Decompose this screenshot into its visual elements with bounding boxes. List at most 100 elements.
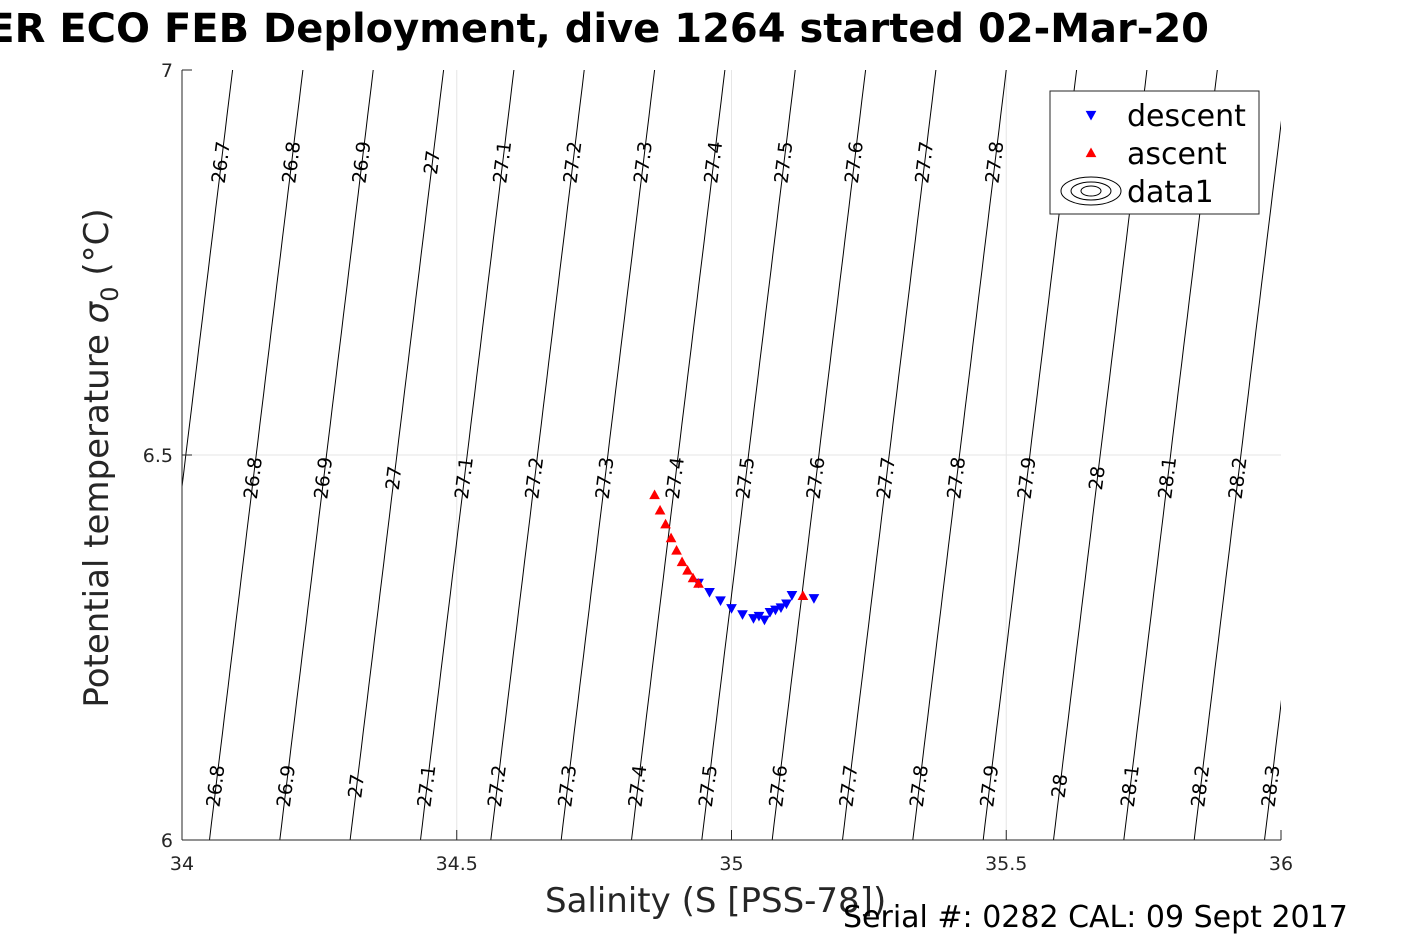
descent-point	[775, 603, 787, 613]
serial-cal-footer: Serial #: 0282 CAL: 09 Sept 2017	[843, 900, 1348, 935]
y-tick-label: 7	[161, 60, 173, 82]
contour-line	[701, 70, 796, 840]
ascent-point	[687, 572, 699, 583]
x-tick-label: 36	[1269, 853, 1293, 875]
descent-series	[693, 578, 820, 626]
chart-title: TER ECO FEB Deployment, dive 1264 starte…	[0, 6, 1210, 52]
contour-label-group: 26.8 26.9 27 27.1 27.2 27.3 27.4 27.5 27.6 27.7 27…	[203, 140, 1285, 808]
ascent-point	[671, 544, 682, 555]
legend-box	[1049, 90, 1260, 215]
y-axis-label-unit: (°C)	[77, 208, 117, 286]
descent-point	[748, 614, 759, 624]
contour-line	[349, 70, 445, 840]
contour-label: 27.7	[836, 764, 863, 809]
contour-label: 27.5	[732, 456, 759, 501]
contour-label: 26.7	[208, 140, 235, 185]
contour-label: 28	[1048, 773, 1073, 800]
contour-line	[631, 70, 726, 840]
contour-line	[490, 70, 585, 840]
contour-label: 27.9	[1014, 456, 1041, 501]
legend-label-descent: descent	[1127, 99, 1246, 134]
contour-label: 27.3	[630, 140, 657, 185]
contour-label: 27.6	[803, 456, 830, 501]
contour-label: 26.9	[349, 140, 376, 185]
contour-line	[279, 70, 374, 840]
contour-label: 27.3	[554, 764, 581, 809]
contour-line	[420, 70, 515, 840]
x-axis-label: Salinity (S [PSS-78])	[545, 881, 887, 921]
contour-label: 28	[1085, 465, 1110, 492]
descent-point	[781, 599, 792, 610]
ascent-point	[682, 564, 693, 575]
contour-label: 28.3	[1258, 764, 1285, 809]
contour-label: 27.8	[982, 140, 1009, 185]
contour-label: 27.1	[489, 140, 516, 185]
legend-marker-ascent	[1085, 147, 1097, 158]
y-axis-label-text: Potential temperature	[77, 323, 117, 707]
descent-point	[737, 610, 748, 620]
ascent-point	[693, 578, 704, 588]
contour-label: 27.7	[911, 140, 938, 185]
descent-point	[704, 587, 715, 598]
descent-point	[786, 591, 798, 601]
descent-point	[764, 607, 776, 618]
contour-line	[1193, 120, 1281, 840]
y-axis-label-symbol: σ	[77, 300, 117, 323]
contour-line	[771, 70, 867, 840]
contour-label: 27.6	[841, 140, 868, 185]
contour-label: 27.8	[906, 764, 933, 809]
ascent-series	[649, 489, 809, 601]
y-tick-label: 6	[161, 830, 173, 852]
contour-label: 27.1	[451, 456, 478, 501]
contour-line	[912, 70, 1007, 840]
ascent-point	[797, 590, 809, 601]
y-axis-label: Potential temperature σ0 (°C)	[77, 208, 124, 707]
legend-contour-icon	[1070, 181, 1112, 201]
contour-label: 28.1	[1117, 764, 1144, 809]
contour-label: 26.8	[278, 140, 305, 185]
contour-label: 26.9	[273, 764, 300, 809]
contour-label: 27.7	[873, 456, 900, 501]
contour-line	[1264, 699, 1281, 840]
contour-label: 28.2	[1187, 764, 1214, 809]
contour-label: 27.4	[700, 140, 727, 185]
descent-point	[726, 604, 737, 614]
contour-line	[842, 70, 937, 840]
contour-label: 27.2	[521, 456, 548, 501]
legend-label-ascent: ascent	[1127, 137, 1227, 172]
ascent-point	[654, 504, 666, 515]
x-tick-label: 35	[719, 853, 743, 875]
contour-label: 27.5	[771, 140, 798, 185]
contour-label: 28.2	[1225, 456, 1252, 501]
legend-marker-descent	[1085, 110, 1097, 121]
contour-label: 26.8	[240, 456, 267, 501]
ascent-point	[676, 556, 688, 567]
descent-point	[715, 596, 726, 607]
contour-line	[560, 70, 656, 840]
descent-point	[770, 605, 781, 616]
y-axis-label-subscript: 0	[96, 286, 124, 301]
contour-label: 27.4	[625, 764, 652, 809]
ascent-point	[665, 532, 677, 543]
legend-label-data1: data1	[1127, 175, 1214, 210]
contour-label: 27.1	[414, 764, 441, 809]
contour-label: 26.8	[203, 764, 230, 809]
contour-label: 27	[382, 465, 407, 492]
contour-label: 26.9	[310, 456, 337, 501]
contour-label: 27.3	[592, 456, 619, 501]
contour-group	[182, 70, 1281, 840]
legend-contour-icon	[1060, 176, 1122, 206]
contour-label: 27.6	[765, 764, 792, 809]
contour-label: 27	[344, 773, 369, 800]
ascent-point	[649, 489, 660, 500]
descent-point	[759, 615, 770, 626]
descent-point	[808, 594, 820, 604]
y-tick-label: 6.5	[143, 445, 173, 467]
x-tick-label: 34.5	[436, 853, 478, 875]
contour-label: 27.9	[976, 764, 1003, 809]
contour-label: 27.8	[943, 456, 970, 501]
contour-label: 27.4	[662, 456, 689, 501]
x-tick-label: 34	[170, 853, 194, 875]
